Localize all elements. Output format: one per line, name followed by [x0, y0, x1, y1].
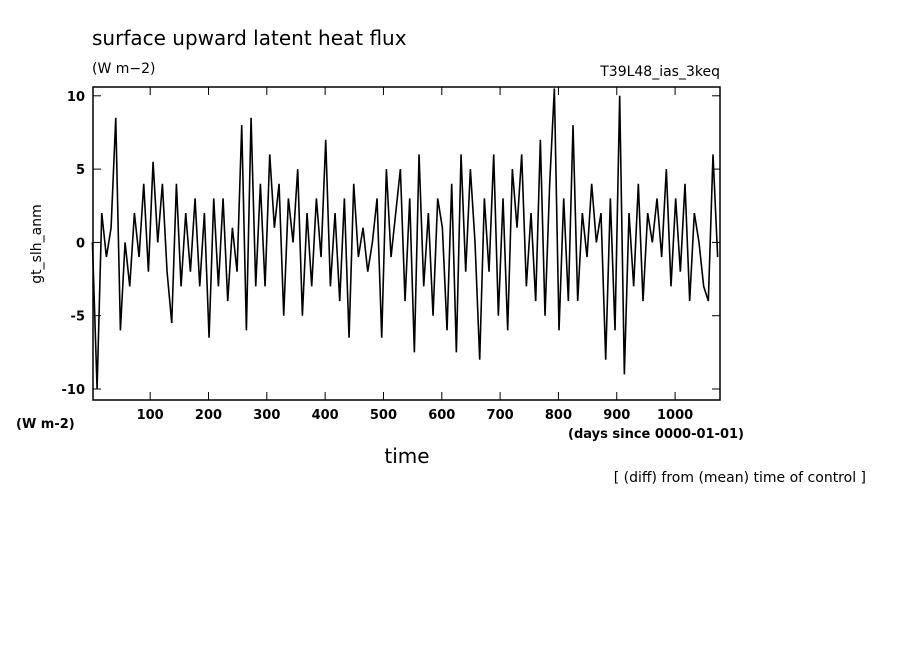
y-tick-label: -5 — [71, 310, 85, 325]
chart-title: surface upward latent heat flux — [92, 26, 407, 50]
x-tick-label: 900 — [603, 408, 630, 423]
y-tick-label: 10 — [67, 90, 85, 105]
y-tick-label: -10 — [62, 383, 86, 398]
x-units: (days since 0000-01-01) — [568, 427, 744, 442]
note: [ (diff) from (mean) time of control ] — [614, 470, 866, 486]
x-tick-label: 500 — [370, 408, 397, 423]
x-axis-label: time — [384, 444, 429, 468]
units-top: (W m−2) — [92, 61, 156, 77]
run-name: T39L48_ias_3keq — [599, 64, 720, 80]
y-tick-label: 0 — [76, 236, 85, 251]
series-line — [91, 88, 719, 390]
units-left: (W m-2) — [16, 417, 75, 432]
x-tick-label: 800 — [545, 408, 572, 423]
x-tick-label: 300 — [253, 408, 280, 423]
y-axis-label: gt_slh_anm — [29, 204, 45, 284]
x-tick-label: 100 — [137, 408, 164, 423]
x-tick-label: 600 — [428, 408, 455, 423]
x-tick-label: 200 — [195, 408, 222, 423]
x-tick-label: 400 — [312, 408, 339, 423]
y-tick-label: 5 — [76, 163, 85, 178]
x-tick-label: 1000 — [657, 408, 693, 423]
x-tick-label: 700 — [487, 408, 514, 423]
